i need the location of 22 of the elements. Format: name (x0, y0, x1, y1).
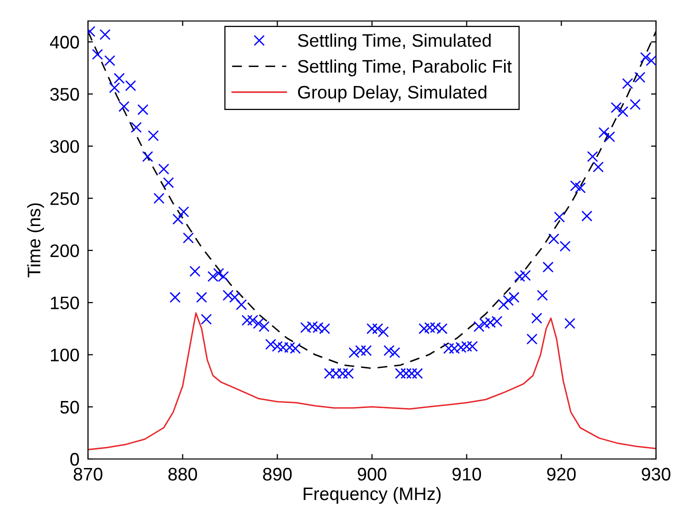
y-tick-label: 300 (50, 140, 79, 153)
y-tick-label: 350 (50, 88, 79, 101)
y-tick-label: 150 (50, 296, 79, 310)
legend-label: Settling Time, Simulated (298, 34, 491, 50)
y-tick-label: 250 (50, 192, 79, 206)
y-tick-label: 50 (60, 400, 79, 414)
x-tick-label: 900 (358, 468, 386, 481)
legend-label: Group Delay, Simulated (298, 85, 486, 102)
line-series (88, 312, 656, 450)
y-tick-label: 0 (70, 452, 79, 466)
x-tick-label: 880 (168, 468, 198, 481)
legend-label: Settling Time, Parabolic Fit (298, 60, 512, 76)
y-tick-label: 100 (50, 348, 79, 362)
y-tick-label: 400 (50, 36, 79, 49)
x-tick-label: 920 (547, 468, 576, 481)
x-tick-label: 890 (263, 468, 292, 481)
x-tick-label: 870 (74, 468, 102, 481)
y-axis-title: Time (ns) (27, 203, 44, 278)
x-tick-label: 910 (452, 468, 482, 481)
x-tick-label: 930 (642, 468, 670, 481)
y-tick-label: 200 (50, 244, 79, 258)
x-axis-title: Frequency (MHz) (304, 486, 441, 504)
